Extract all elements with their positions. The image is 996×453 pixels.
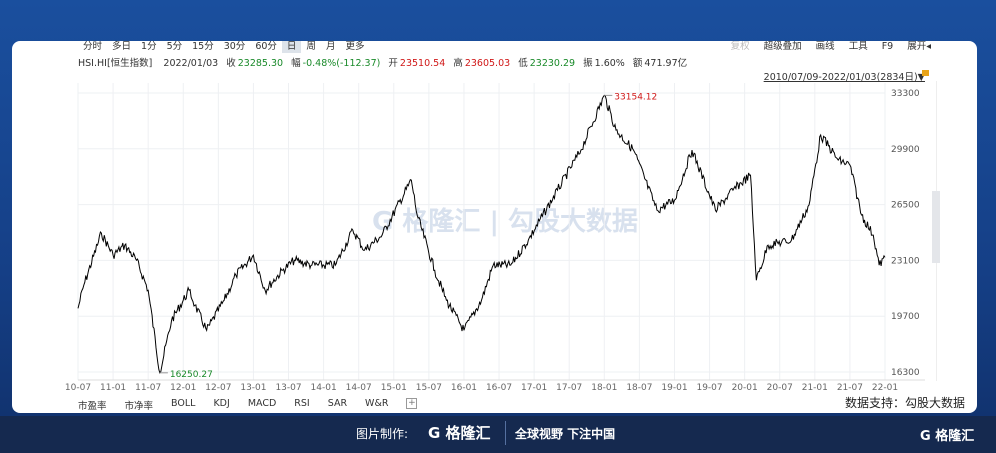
x-tick-label: 15-07 bbox=[416, 383, 442, 393]
low-value: 23230.29 bbox=[529, 58, 576, 69]
made-by-label: 图片制作: bbox=[356, 427, 409, 441]
period-tab[interactable]: 30分 bbox=[223, 41, 246, 52]
period-tab[interactable]: 15分 bbox=[192, 41, 214, 52]
indicator-tabs: 市盈率 市净率 BOLL KDJ MACD RSI SAR W&R + bbox=[78, 398, 435, 412]
toolbar-button[interactable]: 复权 bbox=[730, 41, 750, 52]
x-tick-label: 12-01 bbox=[170, 383, 196, 393]
close-label: 收 bbox=[226, 58, 236, 69]
period-tab[interactable]: 日 bbox=[281, 41, 302, 53]
x-tick-label: 10-07 bbox=[65, 383, 91, 393]
max-label: 33154.12 bbox=[614, 92, 657, 102]
quote-info: HSI.HI[恒生指数] 2022/01/03 收 23285.30 幅 -0.48… bbox=[78, 55, 689, 69]
x-tick-label: 14-07 bbox=[346, 383, 372, 393]
period-tab[interactable]: 5分 bbox=[166, 41, 183, 52]
y-tick-label: 19700 bbox=[891, 312, 920, 322]
high-value: 23605.03 bbox=[464, 58, 511, 69]
x-tick-label: 22-01 bbox=[872, 383, 898, 393]
indicator-tab[interactable]: SAR bbox=[327, 398, 348, 409]
indicator-tab[interactable]: + bbox=[406, 398, 418, 409]
x-tick-label: 11-01 bbox=[100, 383, 126, 393]
indicator-tab[interactable]: BOLL bbox=[171, 398, 196, 409]
indicator-tab[interactable]: MACD bbox=[247, 398, 277, 409]
indicator-tab[interactable]: RSI bbox=[294, 398, 310, 409]
period-tab[interactable]: 分时 bbox=[83, 41, 103, 52]
open-label: 开 bbox=[388, 58, 398, 69]
gelonghui-logo: G 格隆汇 bbox=[428, 424, 491, 442]
min-label: 16250.27 bbox=[170, 370, 213, 380]
toolbar-button[interactable]: 工具 bbox=[848, 41, 868, 52]
period-tab[interactable]: 60分 bbox=[255, 41, 277, 52]
open-value: 23510.54 bbox=[399, 58, 446, 69]
lock-icon[interactable] bbox=[922, 70, 929, 76]
y-tick-label: 29900 bbox=[891, 145, 920, 155]
amount-value: 471.97亿 bbox=[644, 58, 688, 69]
price-line bbox=[77, 94, 886, 374]
data-support: 数据支持：勾股大数据 bbox=[844, 396, 965, 410]
amp-label: 振 bbox=[583, 58, 593, 69]
toolbar-button[interactable]: F9 bbox=[881, 41, 894, 52]
period-tab[interactable]: 多日 bbox=[112, 41, 132, 52]
x-tick-label: 18-07 bbox=[626, 383, 652, 393]
slogan: 全球视野 下注中国 bbox=[515, 427, 616, 441]
period-toolbar: 分时 多日 1分 5分 15分 30分 60分日周月更多 bbox=[78, 41, 369, 53]
toolbar-button[interactable]: 画线 bbox=[815, 41, 835, 52]
toolbar-button[interactable]: 展开◂ bbox=[907, 41, 931, 52]
indicator-tab[interactable]: 市净率 bbox=[124, 401, 154, 412]
corner-logo: G 格隆汇 bbox=[920, 429, 975, 444]
x-tick-label: 14-01 bbox=[311, 383, 337, 393]
change-label: 幅 bbox=[291, 58, 301, 69]
amp-value: 1.60% bbox=[594, 58, 625, 69]
price-chart[interactable]: 33300 29900 26500 23100 19700 16300 10-07 11-01… bbox=[12, 41, 977, 413]
x-tick-label: 16-01 bbox=[451, 383, 477, 393]
low-label: 低 bbox=[518, 58, 528, 69]
indicator-tab[interactable]: KDJ bbox=[213, 398, 230, 409]
footer-bar: 图片制作: G 格隆汇 全球视野 下注中国 G 格隆汇 bbox=[0, 416, 996, 453]
x-tick-label: 15-01 bbox=[381, 383, 407, 393]
x-tick-label: 18-01 bbox=[591, 383, 617, 393]
x-tick-label: 19-07 bbox=[696, 383, 722, 393]
period-tab[interactable]: 更多 bbox=[345, 41, 365, 52]
y-tick-label: 16300 bbox=[891, 368, 920, 378]
x-tick-label: 13-07 bbox=[275, 383, 301, 393]
period-tab[interactable]: 1分 bbox=[141, 41, 157, 52]
x-tick-label: 21-01 bbox=[802, 383, 828, 393]
amount-label: 额 bbox=[632, 58, 643, 69]
x-tick-label: 11-07 bbox=[135, 383, 161, 393]
x-tick-label: 20-07 bbox=[767, 383, 793, 393]
chart-panel: 分时 多日 1分 5分 15分 30分 60分日周月更多 复权 超级叠加 画线 工具 F9 展开◂ H… bbox=[12, 41, 977, 413]
change-value: -0.48%(-112.37) bbox=[302, 58, 381, 69]
indicator-tab[interactable]: W&R bbox=[365, 398, 389, 409]
x-tick-label: 17-07 bbox=[556, 383, 582, 393]
close-value: 23285.30 bbox=[237, 58, 284, 69]
x-tick-label: 17-01 bbox=[521, 383, 547, 393]
y-tick-label: 23100 bbox=[891, 256, 920, 266]
high-label: 高 bbox=[453, 58, 463, 69]
x-tick-label: 16-07 bbox=[486, 383, 512, 393]
x-tick-label: 12-07 bbox=[205, 383, 231, 393]
side-scrollbar[interactable] bbox=[932, 191, 940, 263]
date-range-selector[interactable]: 2010/07/09-2022/01/03(2834日)▼ bbox=[763, 72, 925, 83]
symbol: HSI.HI[恒生指数] bbox=[78, 58, 153, 69]
x-tick-label: 20-01 bbox=[732, 383, 758, 393]
x-tick-label: 21-07 bbox=[837, 383, 863, 393]
right-toolbar: 复权 超级叠加 画线 工具 F9 展开◂ bbox=[717, 41, 931, 53]
x-tick-label: 13-01 bbox=[240, 383, 266, 393]
period-tab[interactable]: 月 bbox=[325, 41, 336, 52]
indicator-tab[interactable]: 市盈率 bbox=[78, 401, 107, 412]
y-tick-label: 26500 bbox=[891, 201, 920, 211]
date: 2022/01/03 bbox=[163, 58, 219, 69]
period-tab[interactable]: 周 bbox=[306, 41, 316, 52]
footer-divider bbox=[505, 421, 506, 445]
y-tick-label: 33300 bbox=[891, 89, 920, 99]
toolbar-button[interactable]: 超级叠加 bbox=[763, 41, 802, 52]
x-tick-label: 19-01 bbox=[661, 383, 687, 393]
